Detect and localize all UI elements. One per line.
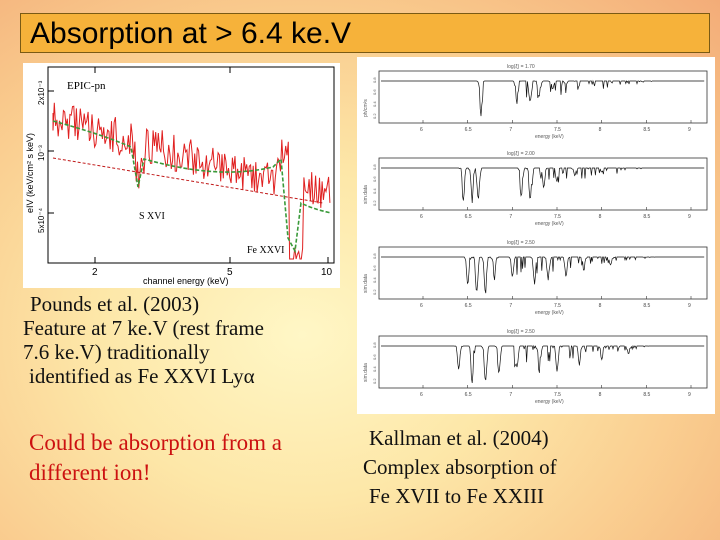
panel-x-tick: 9 [688, 214, 691, 220]
x-ticks [95, 67, 328, 263]
panel-x-tick: 6 [420, 127, 423, 133]
panel-y-tick: 0.2 [372, 378, 377, 384]
panel-x-tick: 6.5 [465, 127, 472, 133]
y-tick-label: 5x10⁻⁴ [37, 207, 46, 233]
panel-x-tick: 6 [420, 392, 423, 398]
kallman-spectra-figure: log(ξ) = 1.70 ph/cm²s 0.2 0.4 0.6 0.8 6 6.5 7 7.5… [357, 57, 715, 414]
epic-pn-spectrum-figure: 2 5 10 2x10⁻³ 10⁻³ 5x10⁻⁴ channel energy… [23, 63, 340, 288]
simulated-spectrum-line [381, 168, 704, 203]
panel-x-tick: 7.5 [554, 303, 561, 309]
panel-x-tick: 7 [509, 214, 512, 220]
simulated-spectrum-line [381, 257, 704, 293]
panel-x-tick: 9 [688, 392, 691, 398]
panel-y-tick: 0.2 [372, 289, 377, 295]
pounds-citation: Pounds et al. (2003) [30, 292, 199, 316]
fe-xxvi-label: Fe XXVI [247, 245, 285, 256]
instrument-label: EPIC-pn [67, 80, 106, 92]
panel-x-label: energy (keV) [535, 134, 564, 140]
panel-frame [379, 336, 707, 388]
y-tick-labels: 2x10⁻³ 10⁻³ 5x10⁻⁴ [37, 80, 46, 233]
panel-x-tick: 6.5 [465, 303, 472, 309]
slide-title: Absorption at > 6.4 ke.V [30, 17, 351, 51]
panel-x-label: energy (keV) [535, 399, 564, 405]
panel-x-tick: 8 [599, 392, 602, 398]
panel-y-tick: 0.4 [372, 101, 377, 107]
panel-x-tick: 7 [509, 303, 512, 309]
panel-x-tick: 7.5 [554, 214, 561, 220]
s-xvi-label: S XVI [139, 211, 165, 222]
panel-y-tick: 0.8 [372, 253, 377, 259]
plot-frame [48, 67, 334, 263]
panel-y-tick: 0.4 [372, 366, 377, 372]
panel-frame [379, 247, 707, 299]
kallman-line: Complex absorption of [363, 453, 557, 482]
y-tick-label: 10⁻³ [37, 145, 46, 161]
y-ticks [48, 91, 54, 213]
panel-x-tick: 7 [509, 392, 512, 398]
y-tick-label: 2x10⁻³ [37, 80, 46, 105]
panel-x-tick: 8.5 [643, 303, 650, 309]
panel-y-tick: 0.6 [372, 265, 377, 271]
spectrum-panel: log(ξ) = 2.50 sim.data 0.2 0.4 0.6 0.8 6 6.5 7 7.… [363, 329, 707, 405]
panel-x-tick: 7.5 [554, 392, 561, 398]
panel-title: log(ξ) = 2.50 [507, 329, 535, 335]
panel-x-tick: 8.5 [643, 127, 650, 133]
panel-x-tick: 6.5 [465, 214, 472, 220]
panel-x-tick: 6.5 [465, 392, 472, 398]
ion-line: Could be absorption from a [29, 428, 349, 458]
panel-y-tick: 0.6 [372, 354, 377, 360]
panel-y-tick: 0.8 [372, 77, 377, 83]
feature-description: Feature at 7 ke.V (rest frame 7.6 ke.V) … [23, 316, 313, 388]
epic-pn-spectrum-svg: 2 5 10 2x10⁻³ 10⁻³ 5x10⁻⁴ channel energy… [23, 63, 340, 288]
panel-title: log(ξ) = 1.70 [507, 64, 535, 70]
spectrum-panel: log(ξ) = 2.00 sim.data 0.2 0.4 0.6 0.8 6 6.5 7 7.… [363, 151, 707, 227]
feature-line: 7.6 ke.V) traditionally [23, 340, 313, 364]
panel-y-tick: 0.4 [372, 188, 377, 194]
panel-x-tick: 6 [420, 303, 423, 309]
panel-y-tick: 0.4 [372, 277, 377, 283]
panel-y-label: sim.data [363, 185, 369, 204]
panel-x-tick: 9 [688, 303, 691, 309]
panel-frame [379, 71, 707, 123]
panel-x-tick: 7 [509, 127, 512, 133]
panel-title: log(ξ) = 2.50 [507, 240, 535, 246]
panel-y-tick: 0.8 [372, 342, 377, 348]
x-tick-label: 10 [321, 267, 333, 278]
slide-title-bar: Absorption at > 6.4 ke.V [20, 13, 710, 53]
panel-x-label: energy (keV) [535, 221, 564, 227]
different-ion-note: Could be absorption from a different ion… [29, 428, 349, 488]
panel-y-label: ph/cm²s [363, 99, 369, 117]
panel-y-tick: 0.6 [372, 89, 377, 95]
x-tick-label: 2 [92, 267, 98, 278]
panel-x-tick: 8 [599, 127, 602, 133]
spectrum-panel: log(ξ) = 2.50 sim.data 0.2 0.4 0.6 0.8 6 6.5 7 7.… [363, 240, 707, 316]
kallman-line: Kallman et al. (2004) [363, 424, 557, 453]
feature-line: identified as Fe XXVI Lyα [23, 364, 313, 388]
panel-x-tick: 8.5 [643, 214, 650, 220]
panel-x-tick: 9 [688, 127, 691, 133]
panel-x-tick: 8.5 [643, 392, 650, 398]
panel-x-tick: 7.5 [554, 127, 561, 133]
panel-y-label: sim.data [363, 274, 369, 293]
panel-title: log(ξ) = 2.00 [507, 151, 535, 157]
panel-x-tick: 6 [420, 214, 423, 220]
simulated-spectrum-line [381, 81, 704, 116]
panel-y-label: sim.data [363, 363, 369, 382]
y-axis-label: eIV (keV/cm² s keV) [25, 133, 35, 213]
x-axis-label: channel energy (keV) [143, 276, 229, 286]
panel-y-tick: 0.8 [372, 164, 377, 170]
ion-line: different ion! [29, 458, 349, 488]
panel-x-tick: 8 [599, 303, 602, 309]
panel-y-tick: 0.2 [372, 200, 377, 206]
feature-line: Feature at 7 ke.V (rest frame [23, 316, 313, 340]
kallman-citation: Kallman et al. (2004) Complex absorption… [363, 424, 557, 511]
panel-x-label: energy (keV) [535, 310, 564, 316]
kallman-line: Fe XVII to Fe XXIII [363, 482, 557, 511]
panel-y-tick: 0.6 [372, 176, 377, 182]
kallman-spectra-svg: log(ξ) = 1.70ph/cm²s 0.20.40.60.86 6.5 7 7.5… [357, 57, 715, 414]
spectrum-panel: log(ξ) = 1.70 ph/cm²s 0.2 0.4 0.6 0.8 6 6.5 7 7.5… [363, 64, 707, 140]
panel-y-tick: 0.2 [372, 113, 377, 119]
simulated-spectrum-line [381, 346, 704, 383]
panel-x-tick: 8 [599, 214, 602, 220]
